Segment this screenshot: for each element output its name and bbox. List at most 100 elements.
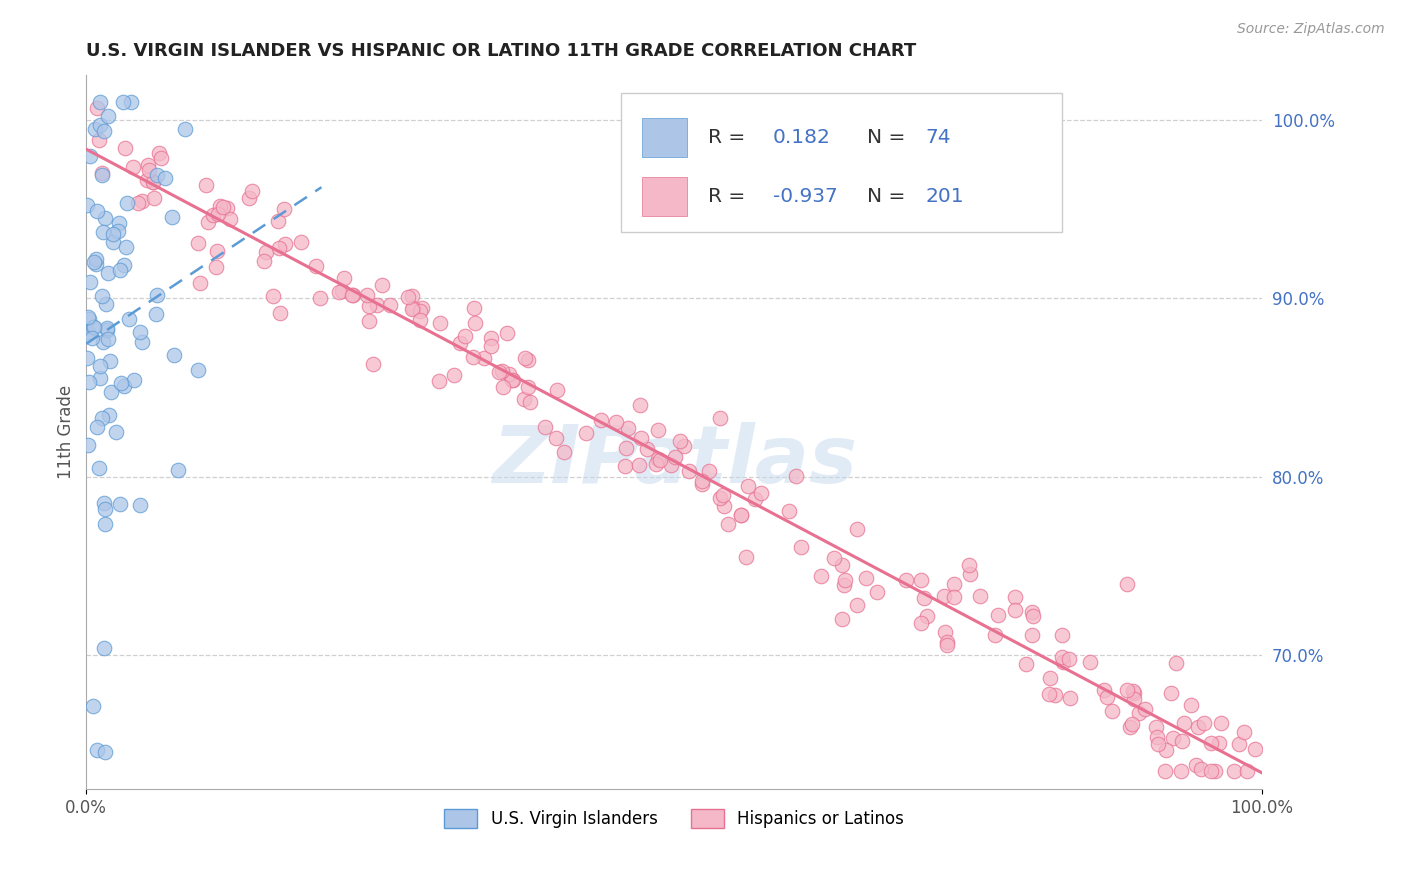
Point	[1170, 734, 1192, 748]
Point	[267, 214, 290, 228]
Point	[122, 373, 145, 387]
Point	[1101, 704, 1123, 718]
Point	[866, 585, 889, 599]
Point	[328, 285, 350, 300]
Point	[305, 259, 328, 273]
Point	[1233, 724, 1256, 739]
Point	[76, 197, 98, 211]
Point	[1015, 657, 1038, 672]
Point	[1147, 737, 1170, 751]
Point	[273, 202, 295, 216]
Point	[1059, 691, 1081, 706]
Point	[145, 307, 167, 321]
Point	[269, 241, 291, 255]
Point	[1004, 603, 1026, 617]
Point	[118, 311, 141, 326]
Point	[93, 496, 115, 510]
Point	[131, 194, 153, 208]
Point	[1039, 672, 1062, 686]
Point	[834, 578, 856, 592]
Point	[201, 209, 224, 223]
Point	[574, 425, 596, 440]
Point	[91, 334, 114, 349]
Point	[910, 616, 932, 631]
Point	[173, 121, 195, 136]
Point	[252, 253, 274, 268]
Point	[628, 398, 651, 412]
Point	[98, 408, 121, 422]
Point	[100, 385, 122, 400]
Point	[112, 258, 135, 272]
FancyBboxPatch shape	[643, 118, 688, 157]
Point	[197, 215, 219, 229]
Point	[402, 301, 425, 315]
Point	[101, 227, 124, 241]
Point	[238, 190, 260, 204]
Point	[516, 380, 538, 394]
Point	[82, 331, 104, 345]
Point	[1146, 731, 1168, 745]
Point	[1199, 736, 1222, 750]
Point	[443, 368, 465, 382]
Point	[93, 640, 115, 655]
Point	[935, 638, 957, 652]
Point	[513, 392, 536, 406]
Point	[1135, 702, 1157, 716]
Point	[103, 235, 125, 249]
Point	[356, 288, 378, 302]
Point	[342, 287, 364, 301]
Point	[207, 207, 229, 221]
Point	[91, 166, 114, 180]
Point	[1123, 692, 1146, 706]
Point	[195, 178, 218, 192]
Point	[636, 442, 658, 457]
Point	[77, 312, 100, 326]
Point	[1021, 628, 1043, 642]
Point	[672, 439, 695, 453]
Point	[488, 365, 510, 379]
Point	[380, 298, 402, 312]
Point	[91, 169, 114, 183]
Legend: U.S. Virgin Islanders, Hispanics or Latinos: U.S. Virgin Islanders, Hispanics or Lati…	[437, 802, 911, 834]
Point	[647, 451, 669, 466]
Point	[1173, 716, 1195, 731]
Point	[408, 304, 430, 318]
Point	[474, 351, 496, 366]
Text: -0.937: -0.937	[773, 187, 838, 206]
Point	[1144, 720, 1167, 734]
Point	[648, 453, 671, 467]
Point	[669, 434, 692, 449]
Point	[464, 316, 486, 330]
Point	[546, 383, 568, 397]
Point	[1128, 706, 1150, 720]
Text: 0.182: 0.182	[773, 128, 831, 147]
Point	[363, 357, 385, 371]
Point	[713, 499, 735, 513]
Point	[135, 172, 157, 186]
Point	[104, 425, 127, 439]
Point	[1050, 649, 1073, 664]
Point	[163, 348, 186, 362]
Point	[366, 298, 388, 312]
Point	[207, 244, 229, 258]
Point	[1223, 764, 1246, 779]
Point	[1092, 682, 1115, 697]
Point	[1080, 655, 1102, 669]
Point	[959, 566, 981, 581]
Point	[894, 574, 917, 588]
Point	[501, 373, 523, 387]
Point	[77, 310, 100, 324]
Point	[943, 576, 966, 591]
Point	[111, 95, 134, 109]
Point	[82, 698, 104, 713]
Point	[112, 379, 135, 393]
Point	[1095, 690, 1118, 705]
Point	[79, 149, 101, 163]
Point	[166, 463, 188, 477]
Point	[449, 336, 471, 351]
Point	[93, 502, 115, 516]
Point	[834, 574, 856, 588]
Point	[1244, 742, 1267, 756]
Point	[534, 420, 557, 434]
Point	[254, 244, 277, 259]
